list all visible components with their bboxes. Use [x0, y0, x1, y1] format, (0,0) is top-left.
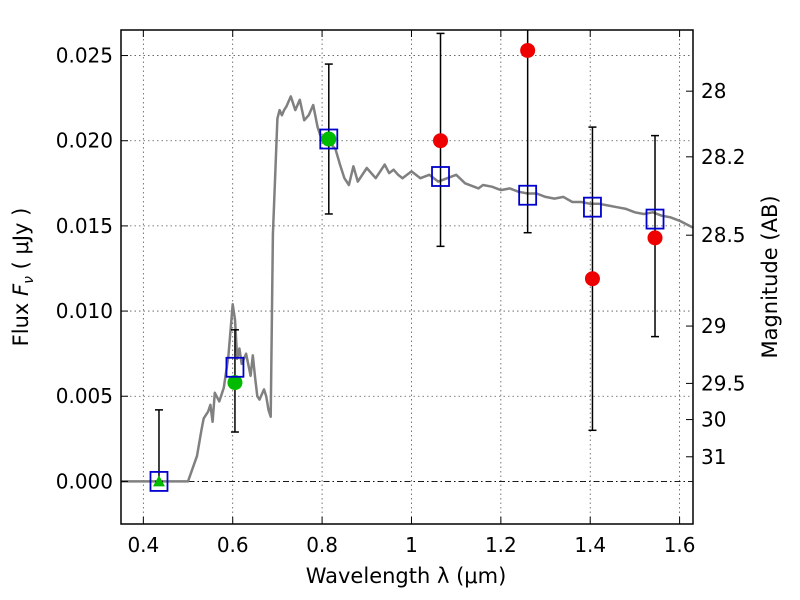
y-axis-label-suffix: ( μJy ) [9, 208, 33, 276]
x-tick-label: 1.6 [664, 533, 696, 557]
mag-tick-label: 28 [701, 79, 726, 103]
x-axis-label: Wavelength λ (μm) [306, 564, 507, 588]
x-tick-label: 0.6 [217, 533, 249, 557]
y-tick-label: 0.010 [56, 299, 113, 323]
x-tick-label: 1 [405, 533, 418, 557]
model-flux-marker [645, 208, 665, 230]
x-tick-label: 1.2 [485, 533, 517, 557]
y-tick-label: 0.020 [56, 129, 113, 153]
mag-tick-label: 29 [701, 314, 726, 338]
y-axis-label-prefix: Flux [9, 296, 33, 346]
model-flux-marker [225, 356, 245, 378]
y-tick-label: 0.000 [56, 469, 113, 493]
y-tick-label: 0.025 [56, 44, 113, 68]
mag-tick-label: 28.2 [701, 145, 746, 169]
grid-lines [121, 30, 693, 524]
x-tick-label: 1.4 [574, 533, 606, 557]
mag-tick-label: 28.5 [701, 223, 746, 247]
observed-flux-marker [647, 230, 663, 246]
plot-frame [120, 29, 694, 525]
observed-flux-marker [321, 131, 337, 147]
x-tick-label: 0.4 [127, 533, 159, 557]
observed-flux-marker [520, 42, 536, 58]
y2-axis-label: Magnitude (AB) [758, 195, 782, 358]
observed-flux-marker [584, 271, 600, 287]
model-flux-marker [583, 196, 602, 218]
observed-points-layer [152, 42, 663, 487]
ticks-layer: 0.4 0.6 0.8 1 1.2 1.4 1.6 0.000 0.005 0.010 0.015 0… [56, 30, 746, 557]
y-axis-label-symbol: F [9, 283, 33, 296]
error-bar-layer [154, 30, 660, 483]
x-tick-label: 0.8 [306, 533, 338, 557]
mag-tick-label: 29.5 [701, 371, 746, 395]
model-spectrum-line [121, 95, 694, 483]
y-tick-label: 0.015 [56, 214, 113, 238]
model-flux-marker [518, 184, 538, 206]
model-flux-marker [319, 128, 339, 150]
model-spectrum-layer [121, 95, 694, 483]
model-flux-marker [149, 471, 169, 492]
y-tick-label: 0.005 [56, 384, 113, 408]
observed-flux-marker [433, 133, 449, 149]
observed-flux-marker [227, 375, 243, 391]
model-flux-layer [149, 128, 665, 492]
model-flux-marker [431, 166, 450, 187]
mag-tick-label: 30 [701, 408, 726, 432]
observed-upper-limit-marker [152, 475, 165, 487]
y-axis-label: Flux Fν ( μJy ) [9, 208, 37, 347]
mag-tick-label: 31 [701, 445, 726, 469]
y-axis-label-subscript: ν [21, 276, 37, 284]
